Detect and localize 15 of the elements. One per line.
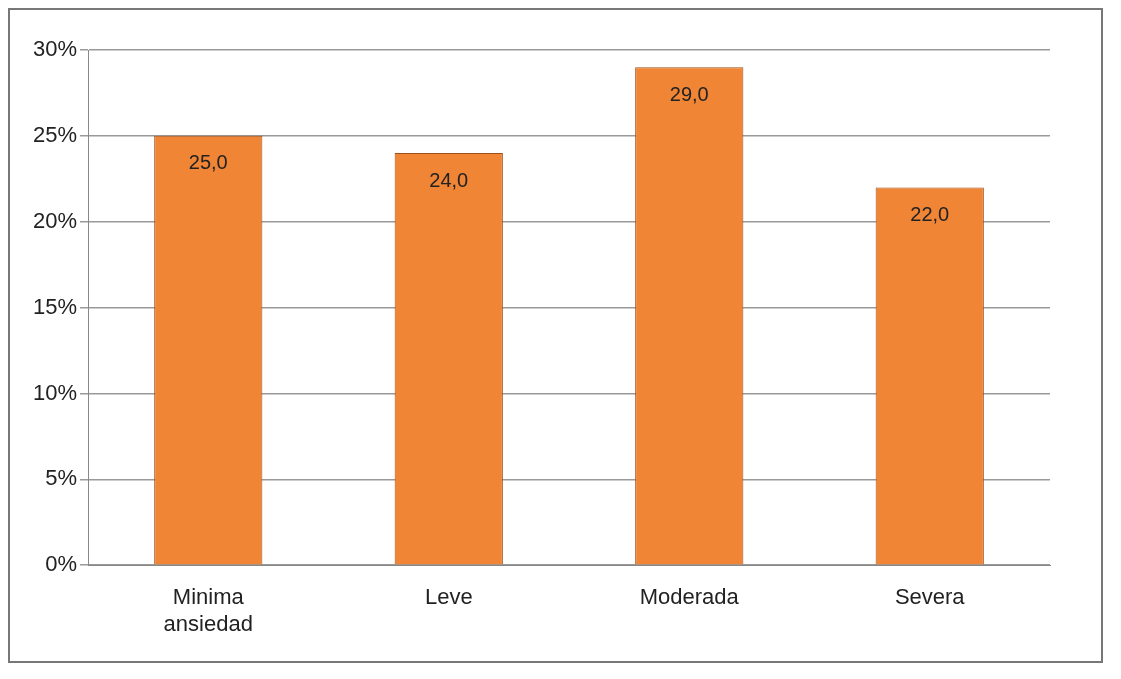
data-label: 22,0 — [910, 202, 950, 225]
y-tick-label: 5% — [45, 465, 78, 491]
x-tick-label: Minima ansiedad — [163, 584, 253, 636]
y-tick-label: 15% — [32, 293, 78, 319]
y-tick-label: 25% — [32, 121, 78, 147]
data-label: 25,0 — [188, 151, 228, 174]
y-tick-label: 20% — [32, 207, 78, 233]
x-tick-label: Moderada — [639, 584, 740, 610]
data-label: 24,0 — [429, 168, 469, 191]
y-tick-label: 0% — [45, 551, 78, 577]
x-tick-label: Leve — [424, 584, 473, 610]
y-tick-label: 30% — [32, 36, 78, 62]
y-tick-label: 10% — [32, 379, 78, 405]
data-label: 29,0 — [669, 82, 709, 105]
x-tick-label: Severa — [894, 584, 966, 610]
